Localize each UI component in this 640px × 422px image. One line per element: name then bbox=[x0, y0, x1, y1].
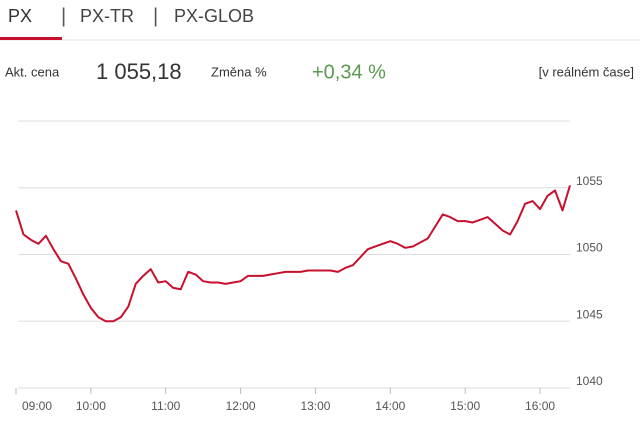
price-line bbox=[15, 185, 571, 323]
x-tick-label: 11:00 bbox=[151, 399, 180, 413]
tab[interactable]: PX bbox=[8, 6, 32, 26]
price-label: Akt. cena bbox=[5, 64, 60, 79]
change-label: Změna % bbox=[211, 64, 267, 79]
realtime-note: [v reálném čase] bbox=[539, 64, 634, 79]
x-tick-label: 15:00 bbox=[450, 399, 480, 413]
x-tick-label: 14:00 bbox=[375, 399, 405, 413]
tab[interactable]: PX-GLOB bbox=[174, 6, 254, 26]
y-tick-label: 1040 bbox=[576, 374, 603, 388]
tab-separator: | bbox=[61, 5, 66, 27]
price: 1 055,18 bbox=[96, 59, 182, 84]
y-tick-label: 1050 bbox=[576, 241, 603, 255]
x-tick-label: 12:00 bbox=[226, 399, 256, 413]
x-tick-label: 16:00 bbox=[525, 399, 555, 413]
y-tick-label: 1055 bbox=[576, 174, 603, 188]
x-tick-label: 09:00 bbox=[22, 399, 52, 413]
x-tick-label: 13:00 bbox=[300, 399, 330, 413]
y-tick-label: 1045 bbox=[576, 307, 603, 321]
tab-separator: | bbox=[153, 5, 158, 27]
plot: 1040 1045 1050 1055 09:00 10:00 11:00 12:00 13:0… bbox=[15, 120, 603, 413]
x-tick-label: 10:00 bbox=[76, 399, 106, 413]
tab[interactable]: PX-TR bbox=[80, 6, 134, 26]
active-tab-underline bbox=[0, 37, 62, 40]
change: +0,34 % bbox=[312, 61, 386, 83]
